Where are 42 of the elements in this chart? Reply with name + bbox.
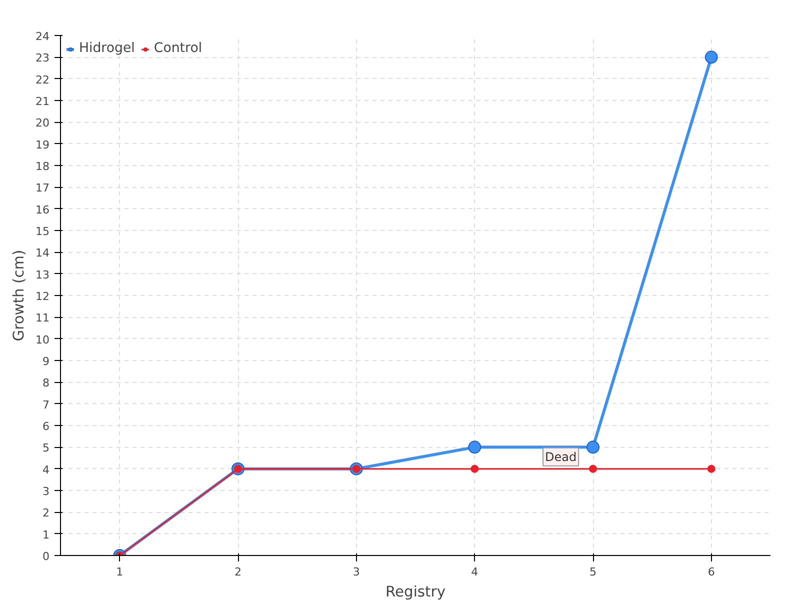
point xyxy=(586,440,600,454)
y-tick-label: 1 xyxy=(42,528,50,542)
y-tick-label: 10 xyxy=(36,333,50,346)
y-tick-label: 15 xyxy=(36,225,50,238)
point xyxy=(704,50,718,64)
y-tick-label: 16 xyxy=(36,203,50,216)
x-tick-label: 4 xyxy=(471,566,478,578)
x-tick-label: 3 xyxy=(352,566,360,578)
point xyxy=(589,464,597,473)
y-tick-label: 13 xyxy=(36,268,50,282)
y-tick-label: 4 xyxy=(42,463,50,476)
y-tick-label: 9 xyxy=(42,355,50,368)
x-tick-label: 6 xyxy=(708,566,715,578)
annotation: Dead xyxy=(545,450,577,464)
x-axis-title: Registry xyxy=(386,584,446,600)
y-tick-label: 5 xyxy=(42,442,50,455)
y-tick-label: 20 xyxy=(36,116,50,130)
point xyxy=(470,464,479,473)
point xyxy=(707,464,716,473)
y-tick-label: 11 xyxy=(36,312,50,325)
y-tick-label: 14 xyxy=(36,246,50,260)
x-tick-label: 1 xyxy=(116,566,124,578)
y-tick-label: 17 xyxy=(36,182,50,195)
x-tick-label: 5 xyxy=(590,566,596,578)
legend-label: Hidrogel xyxy=(79,41,135,56)
y-tick-label: 0 xyxy=(42,550,50,563)
y-tick-label: 21 xyxy=(36,95,50,108)
y-tick-label: 6 xyxy=(42,420,50,433)
y-axis-title: Growth (cm) xyxy=(10,250,28,342)
y-tick-label: 8 xyxy=(42,376,50,390)
y-tick-label: 18 xyxy=(36,160,50,173)
y-tick-label: 2 xyxy=(42,506,50,520)
y-tick-label: 7 xyxy=(42,398,50,412)
y-tick-label: 22 xyxy=(36,73,50,86)
y-tick-label: 12 xyxy=(36,290,50,303)
y-tick-label: 24 xyxy=(36,30,50,43)
y-tick-label: 23 xyxy=(36,52,50,65)
point xyxy=(468,440,482,454)
y-tick-label: 3 xyxy=(42,485,50,498)
legend-label: Control xyxy=(154,41,202,56)
y-tick-label: 19 xyxy=(36,138,50,152)
x-tick-label: 2 xyxy=(234,566,242,578)
